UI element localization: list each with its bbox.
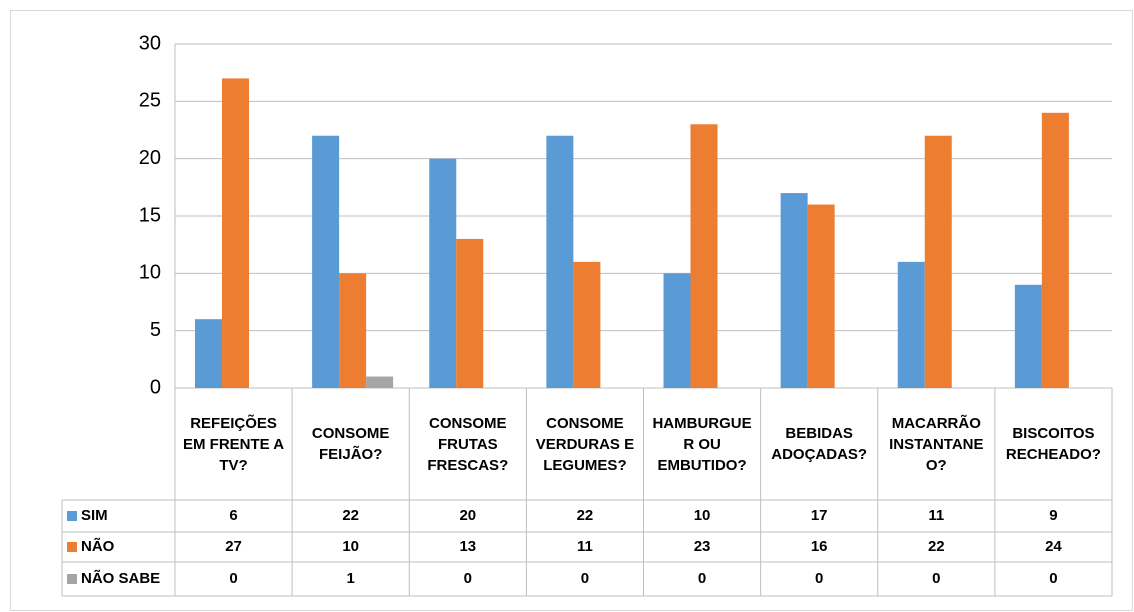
bar xyxy=(807,204,835,388)
x-tick-label: BISCOITOS RECHEADO? xyxy=(1005,425,1101,463)
table-value: 16 xyxy=(811,538,828,555)
table-value: 24 xyxy=(1045,538,1062,555)
table-value: 11 xyxy=(577,538,593,555)
legend-label: NÃO SABE xyxy=(81,569,160,587)
table-value: 0 xyxy=(698,570,706,587)
chart-border xyxy=(10,10,1133,611)
x-tick-label: REFEIÇÕES EM FRENTE A TV? xyxy=(183,414,285,474)
table-value: 22 xyxy=(928,538,945,555)
x-tick-label: HAMBURGUER OU EMBUTIDO? xyxy=(652,414,752,474)
table-value: 27 xyxy=(225,538,242,555)
y-tick-label: 15 xyxy=(139,204,161,226)
table-value: 0 xyxy=(1049,570,1057,587)
table-value: 11 xyxy=(928,507,944,524)
y-tick-label: 10 xyxy=(139,262,161,284)
y-tick-label: 20 xyxy=(139,147,161,169)
table-value: 6 xyxy=(229,507,237,524)
table-value: 0 xyxy=(581,570,589,587)
bar xyxy=(1014,284,1042,388)
legend-key xyxy=(67,542,77,552)
bar xyxy=(366,376,394,388)
y-tick-label: 25 xyxy=(139,90,161,112)
x-tick-label: CONSOME FEIJÃO? xyxy=(311,425,390,463)
bar xyxy=(222,78,249,389)
table-value: 0 xyxy=(464,570,472,587)
table-value: 10 xyxy=(694,507,711,524)
table-value: 22 xyxy=(577,507,594,524)
legend-key xyxy=(67,574,77,584)
bar xyxy=(780,193,808,388)
bar xyxy=(573,261,601,388)
table-value: 22 xyxy=(342,507,359,524)
table-value: 1 xyxy=(347,570,355,587)
y-tick-label: 0 xyxy=(150,376,161,398)
bar xyxy=(339,273,367,388)
table-value: 23 xyxy=(694,538,711,555)
bar xyxy=(897,261,925,388)
table-value: 20 xyxy=(459,507,476,524)
legend-label: NÃO xyxy=(81,537,115,555)
bar xyxy=(1041,112,1069,389)
bar xyxy=(429,158,457,388)
x-tick-label: BEBIDAS ADOÇADAS? xyxy=(771,425,868,463)
bar xyxy=(663,273,691,388)
table-value: 13 xyxy=(459,538,476,555)
bar xyxy=(924,135,952,388)
table-value: 0 xyxy=(229,570,237,587)
bar xyxy=(546,135,574,388)
table-value: 0 xyxy=(815,570,823,587)
y-tick-label: 5 xyxy=(150,319,161,341)
legend-key xyxy=(67,511,77,521)
table-value: 17 xyxy=(811,507,828,524)
legend-label: SIM xyxy=(81,507,108,524)
table-value: 0 xyxy=(932,570,940,587)
bar xyxy=(312,135,340,388)
x-tick-label: CONSOME FRUTAS FRESCAS? xyxy=(427,414,509,474)
x-tick-label: MACARRÃO INSTANTANEO? xyxy=(889,414,984,474)
bar xyxy=(456,238,484,388)
bar xyxy=(195,319,222,388)
table-value: 10 xyxy=(342,538,359,555)
bar xyxy=(690,124,718,389)
y-tick-label: 30 xyxy=(139,32,161,54)
table-value: 9 xyxy=(1049,507,1057,524)
x-tick-label: CONSOME VERDURAS E LEGUMES? xyxy=(535,414,635,474)
